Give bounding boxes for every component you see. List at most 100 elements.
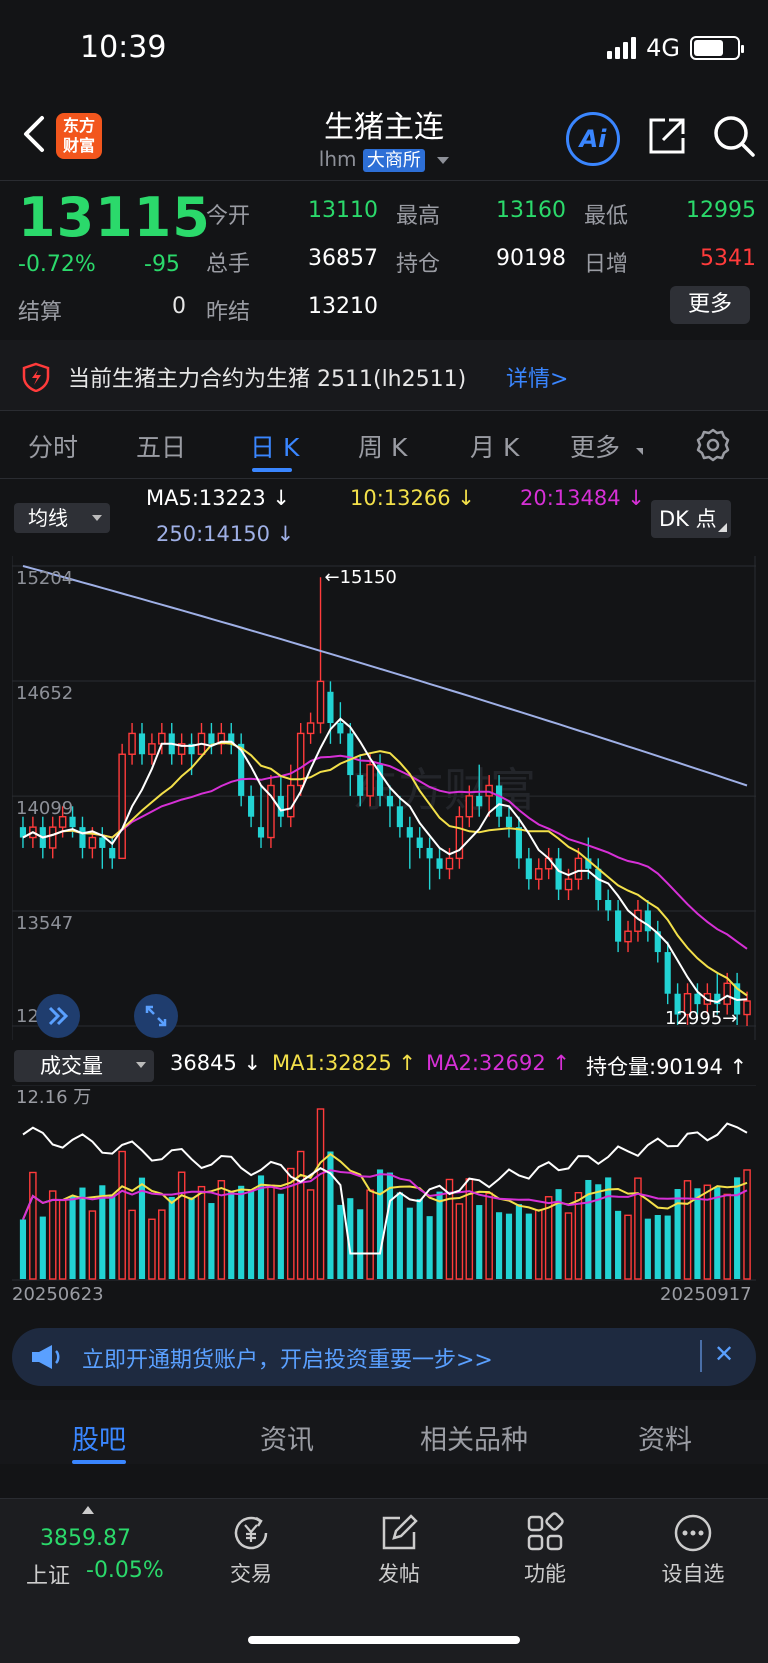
volume-chart[interactable]: 12.16 万 — [12, 1085, 756, 1281]
index-change[interactable]: -0.05% — [86, 1558, 164, 1583]
candle — [138, 733, 146, 755]
tab-intraday[interactable]: 分时 — [28, 433, 79, 462]
indicator-select[interactable]: 均线 — [14, 503, 110, 533]
tab-forum[interactable]: 股吧 — [72, 1425, 126, 1456]
candle — [366, 763, 374, 797]
notice-text: 当前生猪主力合约为生猪 2511(lh2511) — [68, 367, 467, 392]
dk-point-button[interactable]: DK 点 — [651, 500, 731, 538]
double-chevron-right-icon — [48, 1006, 69, 1026]
volume-indicator-select[interactable]: 成交量 — [14, 1050, 154, 1082]
candle — [69, 816, 76, 828]
collapse-panel-button[interactable] — [36, 994, 80, 1038]
volume-bar — [386, 1172, 394, 1279]
volume-bar — [664, 1215, 671, 1279]
tab-related[interactable]: 相关品种 — [420, 1425, 528, 1456]
tab-weekly-k[interactable]: 周 K — [358, 433, 408, 462]
volume-bar — [694, 1188, 701, 1279]
volume-ma2: MA2:32692 ↑ — [426, 1051, 570, 1075]
candle — [505, 816, 513, 828]
volume-bar — [69, 1196, 76, 1279]
nav-post[interactable]: 发帖 — [354, 1512, 444, 1588]
status-time: 10:39 — [80, 30, 167, 65]
share-icon[interactable] — [647, 116, 687, 156]
candle — [148, 743, 156, 755]
caret-up-icon[interactable] — [82, 1506, 94, 1514]
volume-bar — [39, 1216, 46, 1279]
volume-bar — [347, 1198, 354, 1279]
prev-settle-label: 昨结 — [206, 300, 251, 325]
volume-bar — [634, 1177, 642, 1280]
volume-bar — [585, 1179, 592, 1279]
tab-five-day[interactable]: 五日 — [136, 433, 187, 462]
volume-bar — [564, 1212, 573, 1280]
index-value[interactable]: 3859.87 — [40, 1526, 131, 1551]
caret-down-icon — [92, 515, 102, 521]
volume-bar — [703, 1184, 712, 1280]
volume-bar — [88, 1210, 97, 1280]
candle — [683, 993, 692, 1016]
candle — [534, 868, 543, 880]
nav-functions[interactable]: 功能 — [500, 1512, 590, 1588]
volume-bar — [257, 1175, 265, 1279]
candle — [109, 847, 116, 859]
volume-bar — [455, 1203, 464, 1280]
volume-bar — [29, 1171, 37, 1280]
candle — [624, 930, 632, 943]
candle — [714, 993, 721, 1005]
ma20-line — [22, 754, 748, 950]
nav-trade[interactable]: 交易 — [206, 1512, 296, 1588]
volume-bar — [396, 1192, 403, 1279]
last-price: 13115 — [18, 186, 211, 249]
nav-trade-label: 交易 — [230, 1562, 272, 1586]
candle — [694, 993, 701, 1005]
low-label: 最低 — [584, 204, 629, 229]
contract-notice[interactable] — [0, 340, 768, 410]
volume-bar — [505, 1213, 513, 1279]
more-dots-icon — [674, 1514, 712, 1552]
notice-detail-link[interactable]: 详情> — [506, 367, 569, 392]
settle-label: 结算 — [18, 300, 63, 325]
tab-daily-k[interactable]: 日 K — [250, 433, 300, 462]
volume-bar — [228, 1191, 235, 1279]
exchange-badge: 大商所 — [362, 149, 425, 172]
index-name[interactable]: 上证 — [26, 1564, 71, 1589]
indicator-select-label: 均线 — [28, 506, 68, 530]
tab-news[interactable]: 资讯 — [260, 1425, 314, 1456]
volume-bar — [99, 1185, 106, 1279]
tab-monthly-k[interactable]: 月 K — [470, 433, 520, 462]
gear-icon[interactable] — [696, 428, 730, 462]
volume-bar — [495, 1212, 503, 1279]
open-interest-line — [22, 1122, 748, 1255]
candle — [396, 806, 403, 828]
volume-label: 总手 — [206, 252, 251, 277]
status-indicators: 4G — [607, 34, 744, 62]
search-icon[interactable] — [712, 114, 756, 158]
volume-bar — [327, 1151, 334, 1279]
back-arrow-icon[interactable] — [20, 112, 48, 156]
volume-bar — [357, 1209, 364, 1279]
candle — [128, 732, 136, 755]
settle-value: 0 — [172, 294, 186, 319]
volume-bar — [674, 1189, 681, 1279]
volume-bar — [58, 1199, 67, 1280]
kline-chart[interactable]: 东方财富 1520414652140991354712995 ←15150 12… — [12, 556, 756, 1040]
volume-bar — [485, 1192, 493, 1280]
tab-more[interactable]: 更多 — [570, 433, 621, 462]
ai-assistant-button[interactable]: Ai — [566, 112, 620, 166]
promo-banner[interactable] — [12, 1328, 756, 1386]
tab-info[interactable]: 资料 — [638, 1425, 692, 1456]
volume-bar — [436, 1191, 443, 1279]
volume-bar — [208, 1203, 215, 1279]
more-quote-button[interactable]: 更多 — [670, 286, 750, 324]
alert-shield-icon — [22, 362, 50, 392]
candles — [19, 577, 751, 1026]
fullscreen-button[interactable] — [134, 994, 178, 1038]
candle — [48, 826, 57, 849]
candle — [316, 680, 325, 724]
promo-text[interactable]: 立即开通期货账户，开启投资重要一步>> — [82, 1348, 493, 1373]
nav-watchlist[interactable]: 设自选 — [648, 1512, 738, 1588]
candle — [118, 753, 126, 860]
contract-subtitle[interactable]: lhm 大商所 — [0, 146, 768, 172]
oi-change-value: 5341 — [700, 246, 756, 271]
close-icon[interactable]: ✕ — [714, 1340, 735, 1368]
